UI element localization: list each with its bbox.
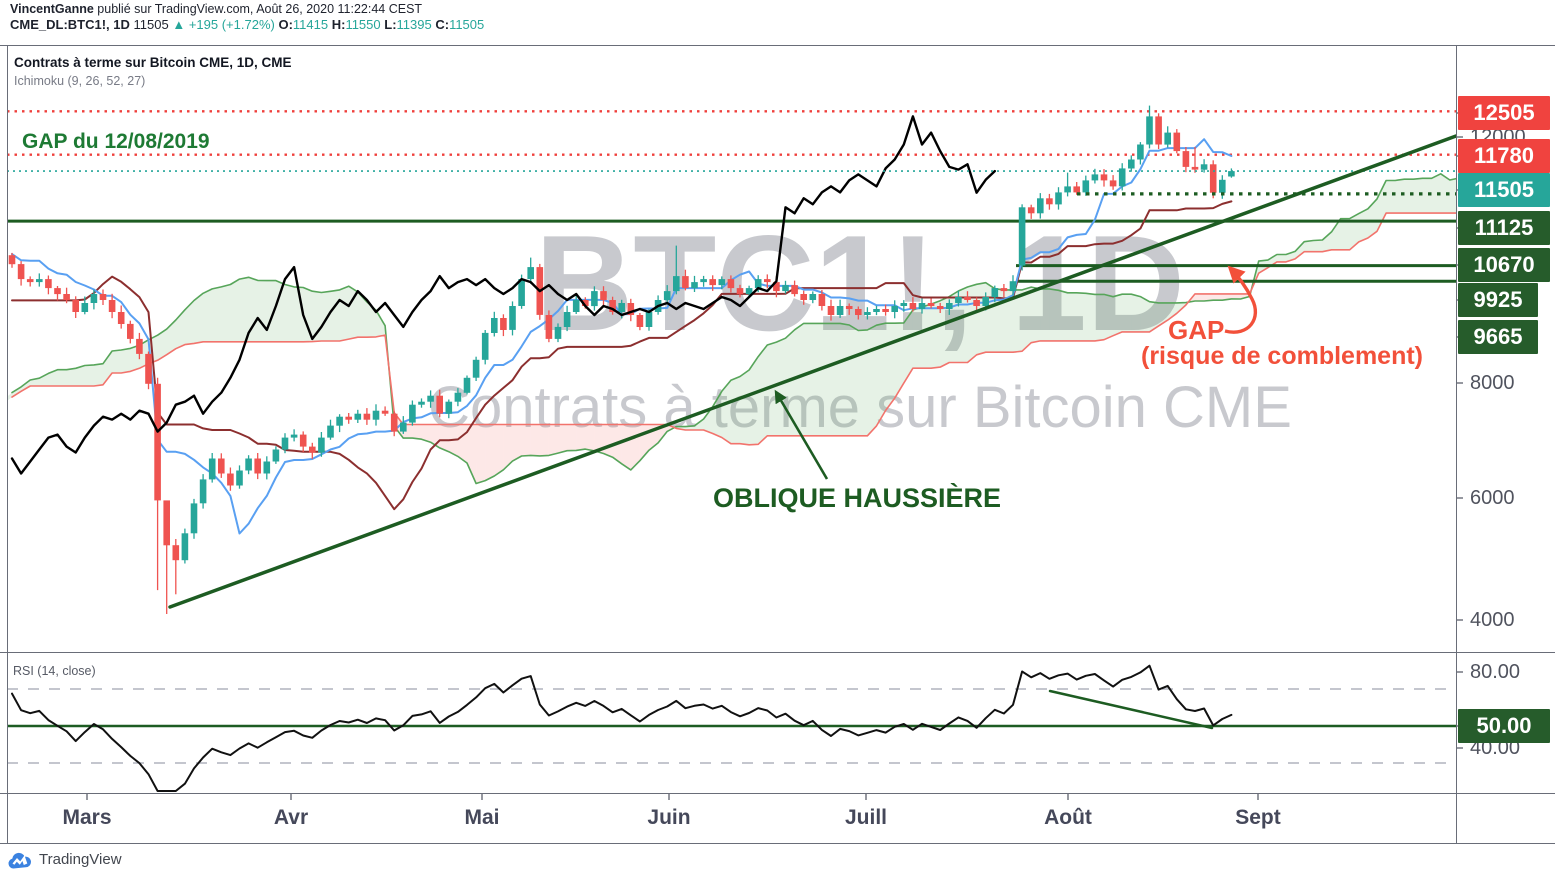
axis-tick-label: 8000: [1470, 371, 1515, 395]
gap-arrow: [1225, 268, 1255, 332]
tradingview-published-chart: { "header": { "author": "VincentGanne", …: [0, 0, 1555, 883]
annotation-oblique-haussiere[interactable]: OBLIQUE HAUSSIÈRE: [713, 482, 1001, 513]
annotation-gap-2019[interactable]: GAP du 12/08/2019: [22, 130, 210, 153]
price-badge: 11125: [1458, 211, 1550, 245]
axis-tick-label: 4000: [1470, 608, 1515, 632]
price-badge: 11780: [1458, 139, 1550, 173]
axis-tick-label: 80.00: [1470, 660, 1520, 684]
price-badge: 50.00: [1458, 709, 1550, 743]
price-badge: 10670: [1458, 248, 1550, 282]
tradingview-branding[interactable]: TradingView: [8, 849, 122, 870]
time-axis-month[interactable]: Août: [1023, 806, 1113, 830]
time-axis-month[interactable]: Juill: [821, 806, 911, 830]
price-badge: 9665: [1458, 320, 1538, 354]
high-value: 11550: [345, 17, 380, 32]
axis-tick-label: 6000: [1470, 486, 1515, 510]
symbol-line: CME_DL:BTC1!, 1D 11505 ▲ +195 (+1.72%) O…: [10, 17, 484, 33]
time-axis-month[interactable]: Juin: [624, 806, 714, 830]
last-price-value: 11505: [134, 17, 169, 32]
low-label: L:: [384, 17, 396, 32]
tradingview-logo-icon: [8, 849, 33, 870]
low-value: 11395: [397, 17, 432, 32]
price-chart-canvas[interactable]: BTC1!, 1D Contrats à terme sur Bitcoin C…: [0, 0, 1555, 883]
high-label: H:: [332, 17, 346, 32]
price-change: ▲ +195 (+1.72%): [172, 17, 274, 32]
snapshot-header: VincentGanne publié sur TradingView.com,…: [10, 2, 484, 33]
price-badge: 11505: [1458, 173, 1550, 207]
close-value: 11505: [449, 17, 484, 32]
rsi-pane[interactable]: [7, 666, 1456, 791]
author-name: VincentGanne: [10, 2, 94, 16]
time-axis-month[interactable]: Avr: [246, 806, 336, 830]
close-label: C:: [435, 17, 449, 32]
open-label: O:: [278, 17, 292, 32]
chart-title: Contrats à terme sur Bitcoin CME, 1D, CM…: [14, 55, 292, 70]
price-badge: 12505: [1458, 96, 1550, 130]
publish-info: publié sur TradingView.com, Août 26, 202…: [94, 2, 422, 16]
indicator-label[interactable]: Ichimoku (9, 26, 52, 27): [14, 74, 145, 88]
time-axis-month[interactable]: Mai: [437, 806, 527, 830]
rsi-indicator-label[interactable]: RSI (14, close): [13, 664, 96, 678]
publish-line: VincentGanne publié sur TradingView.com,…: [10, 2, 484, 17]
tradingview-brand-text: TradingView: [39, 851, 122, 868]
symbol-name: CME_DL:BTC1!, 1D: [10, 17, 130, 32]
time-axis-month[interactable]: Mars: [42, 806, 132, 830]
open-value: 11415: [293, 17, 328, 32]
time-axis-month[interactable]: Sept: [1213, 806, 1303, 830]
annotation-gap-sub[interactable]: (risque de comblement): [1141, 342, 1423, 370]
price-badge: 9925: [1458, 283, 1538, 317]
pane-borders: [0, 45, 1555, 844]
annotation-gap[interactable]: GAP: [1168, 315, 1224, 345]
